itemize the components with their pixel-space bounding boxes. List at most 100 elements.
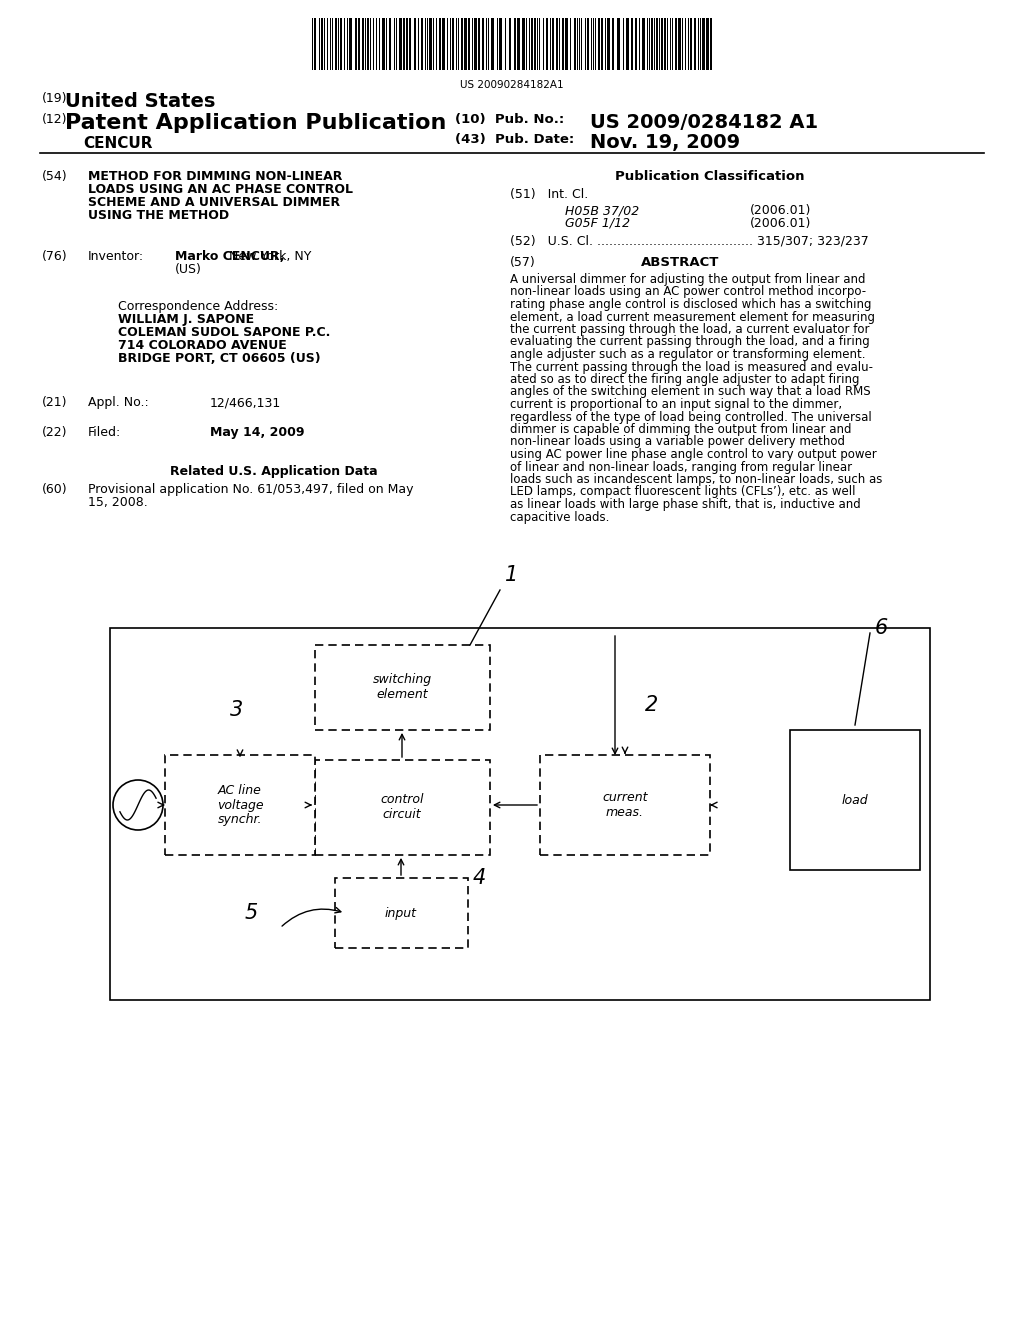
Text: 6: 6 (874, 618, 888, 638)
Text: ated so as to direct the firing angle adjuster to adapt firing: ated so as to direct the firing angle ad… (510, 374, 859, 385)
Bar (562, 18, 564, 70)
Bar (482, 18, 484, 70)
Bar (478, 18, 480, 70)
Text: CENCUR: CENCUR (83, 136, 153, 150)
Bar (464, 18, 467, 70)
Text: METHOD FOR DIMMING NON-LINEAR: METHOD FOR DIMMING NON-LINEAR (88, 170, 342, 183)
Text: 12/466,131: 12/466,131 (210, 396, 282, 409)
Text: (US): (US) (175, 263, 202, 276)
Bar (790, 730, 920, 870)
Text: 2: 2 (645, 696, 658, 715)
Bar (474, 18, 477, 70)
Text: (60): (60) (42, 483, 68, 496)
Text: SCHEME AND A UNIVERSAL DIMMER: SCHEME AND A UNIVERSAL DIMMER (88, 195, 340, 209)
Text: LED lamps, compact fluorescent lights (CFLs’), etc. as well: LED lamps, compact fluorescent lights (C… (510, 486, 855, 499)
Text: (54): (54) (42, 170, 68, 183)
Bar (499, 18, 502, 70)
Bar (546, 18, 548, 70)
Text: USING THE METHOD: USING THE METHOD (88, 209, 229, 222)
Bar (335, 878, 468, 948)
Text: current
meas.: current meas. (602, 791, 648, 818)
Bar (690, 18, 692, 70)
Bar (399, 18, 402, 70)
Bar (664, 18, 666, 70)
Text: evaluating the current passing through the load, and a firing: evaluating the current passing through t… (510, 335, 869, 348)
Text: regardless of the type of load being controlled. The universal: regardless of the type of load being con… (510, 411, 871, 424)
Bar (468, 18, 470, 70)
Text: US 2009/0284182 A1: US 2009/0284182 A1 (590, 114, 818, 132)
Bar (598, 18, 600, 70)
Text: (57): (57) (510, 256, 536, 269)
Text: element, a load current measurement element for measuring: element, a load current measurement elem… (510, 310, 874, 323)
Bar (414, 18, 416, 70)
Bar (403, 18, 406, 70)
Bar (675, 18, 677, 70)
Bar (110, 628, 930, 1001)
Bar (315, 760, 490, 855)
Text: rating phase angle control is disclosed which has a switching: rating phase angle control is disclosed … (510, 298, 871, 312)
Text: as linear loads with large phase shift, that is, inductive and: as linear loads with large phase shift, … (510, 498, 861, 511)
Text: Appl. No.:: Appl. No.: (88, 396, 148, 409)
Text: using AC power line phase angle control to vary output power: using AC power line phase angle control … (510, 447, 877, 461)
Bar (552, 18, 554, 70)
Text: (51)   Int. Cl.: (51) Int. Cl. (510, 187, 588, 201)
Bar (626, 18, 629, 70)
Bar (574, 18, 575, 70)
Bar (702, 18, 705, 70)
Text: Marko CENCUR, New York, NY: Marko CENCUR, New York, NY (175, 249, 360, 263)
Text: 4: 4 (473, 869, 486, 888)
Bar (631, 18, 633, 70)
Bar (635, 18, 637, 70)
Bar (389, 18, 391, 70)
Bar (314, 18, 316, 70)
Bar (517, 18, 520, 70)
Text: 15, 2008.: 15, 2008. (88, 496, 147, 510)
Bar (490, 18, 494, 70)
Bar (612, 18, 614, 70)
Bar (710, 18, 712, 70)
Bar (406, 18, 408, 70)
Bar (662, 18, 663, 70)
Bar (656, 18, 658, 70)
Text: The current passing through the load is measured and evalu-: The current passing through the load is … (510, 360, 873, 374)
Bar (439, 18, 441, 70)
Bar (452, 18, 454, 70)
Text: non-linear loads using a variable power delivery method: non-linear loads using a variable power … (510, 436, 845, 449)
Text: switching
element: switching element (373, 673, 431, 701)
Text: COLEMAN SUDOL SAPONE P.C.: COLEMAN SUDOL SAPONE P.C. (118, 326, 331, 339)
Bar (565, 18, 568, 70)
Text: of linear and non-linear loads, ranging from regular linear: of linear and non-linear loads, ranging … (510, 461, 852, 474)
Text: current is proportional to an input signal to the dimmer,: current is proportional to an input sign… (510, 399, 842, 411)
Text: New York, NY: New York, NY (225, 249, 311, 263)
Bar (321, 18, 323, 70)
Text: Nov. 19, 2009: Nov. 19, 2009 (590, 133, 740, 152)
Text: (21): (21) (42, 396, 68, 409)
Text: Related U.S. Application Data: Related U.S. Application Data (170, 465, 378, 478)
Bar (587, 18, 589, 70)
Text: dimmer is capable of dimming the output from linear and: dimmer is capable of dimming the output … (510, 422, 852, 436)
Text: non-linear loads using an AC power control method incorpo-: non-linear loads using an AC power contr… (510, 285, 866, 298)
Text: input: input (385, 907, 417, 920)
Text: the current passing through the load, a current evaluator for: the current passing through the load, a … (510, 323, 869, 337)
Bar (355, 18, 357, 70)
Bar (694, 18, 696, 70)
Bar (165, 755, 315, 855)
Bar (315, 645, 490, 730)
Text: H05B 37/02: H05B 37/02 (565, 205, 639, 216)
Bar (382, 18, 385, 70)
Text: angle adjuster such as a regulator or transforming element.: angle adjuster such as a regulator or tr… (510, 348, 865, 360)
Text: May 14, 2009: May 14, 2009 (210, 426, 304, 440)
Text: angles of the switching element in such way that a load RMS: angles of the switching element in such … (510, 385, 870, 399)
Bar (349, 18, 352, 70)
Text: BRIDGE PORT, CT 06605 (US): BRIDGE PORT, CT 06605 (US) (118, 352, 321, 366)
Bar (556, 18, 558, 70)
Bar (522, 18, 525, 70)
Bar (421, 18, 423, 70)
Text: Correspondence Address:: Correspondence Address: (118, 300, 279, 313)
Bar (607, 18, 610, 70)
Text: (52)   U.S. Cl. ....................................... 315/307; 323/237: (52) U.S. Cl. ..........................… (510, 234, 868, 247)
Bar (409, 18, 411, 70)
Text: LOADS USING AN AC PHASE CONTROL: LOADS USING AN AC PHASE CONTROL (88, 183, 353, 195)
Bar (340, 18, 342, 70)
Bar (362, 18, 364, 70)
